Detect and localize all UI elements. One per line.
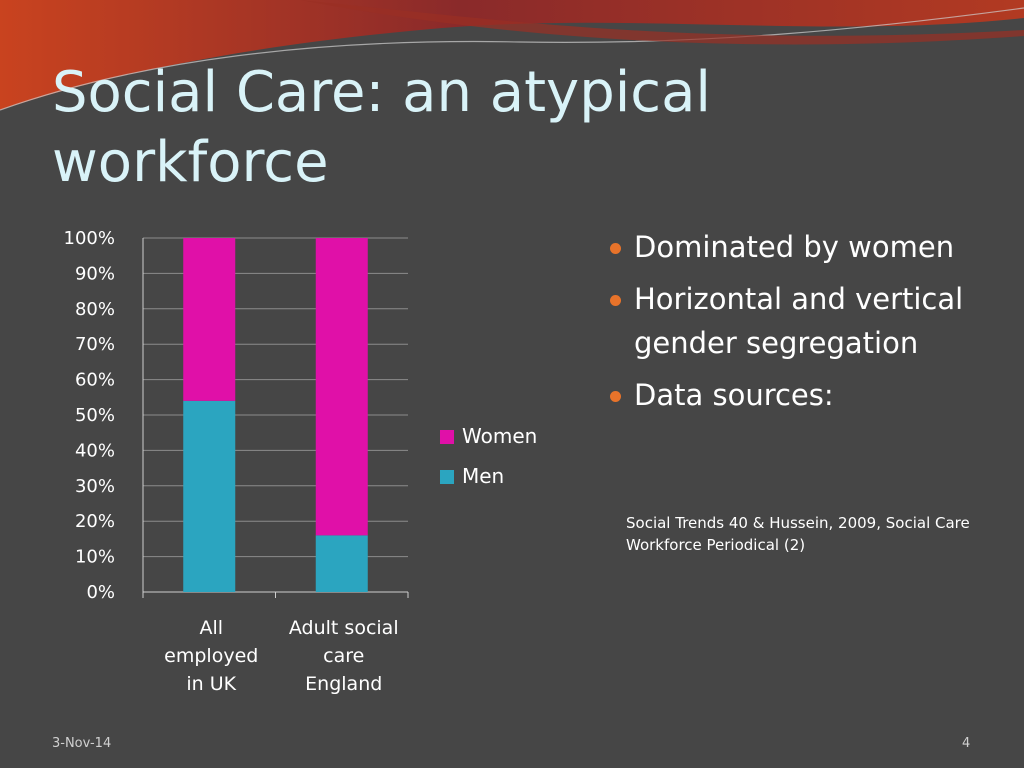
slide-title: Social Care: an atypical workforce bbox=[52, 58, 752, 198]
y-tick-label: 80% bbox=[75, 299, 115, 320]
x-category-label: All bbox=[199, 617, 223, 639]
legend-swatch-men bbox=[440, 470, 454, 484]
y-tick-label: 70% bbox=[75, 334, 115, 355]
bullet-item: Dominated by women bbox=[604, 225, 994, 269]
x-category-label: England bbox=[305, 673, 382, 695]
y-tick-label: 90% bbox=[75, 263, 115, 284]
footer-date: 3-Nov-14 bbox=[52, 736, 112, 751]
y-tick-label: 40% bbox=[75, 440, 115, 461]
legend-label-men: Men bbox=[462, 464, 504, 488]
y-tick-label: 60% bbox=[75, 370, 115, 391]
y-tick-label: 0% bbox=[86, 582, 115, 603]
bullet-item: Horizontal and vertical gender segregati… bbox=[604, 277, 994, 365]
y-tick-label: 20% bbox=[75, 511, 115, 532]
x-category-label: Adult social bbox=[289, 617, 399, 639]
x-category-label: employed bbox=[164, 645, 258, 667]
bar-segment-women bbox=[315, 238, 368, 536]
legend-label-women: Women bbox=[462, 424, 537, 448]
bullet-dot-icon bbox=[610, 391, 621, 402]
slide-title-line-2: workforce bbox=[52, 130, 329, 195]
legend-swatch-women bbox=[440, 430, 454, 444]
data-source-citation: Social Trends 40 & Hussein, 2009, Social… bbox=[626, 514, 970, 554]
bullet-list: Dominated by women Horizontal and vertic… bbox=[604, 225, 994, 425]
y-tick-label: 100% bbox=[64, 228, 115, 249]
bullet-text: Data sources: bbox=[634, 378, 834, 412]
header-swoosh-decoration bbox=[0, 0, 1024, 111]
x-category-label: in UK bbox=[186, 673, 236, 695]
bullet-dot-icon bbox=[610, 295, 621, 306]
y-tick-label: 10% bbox=[75, 547, 115, 568]
slide-title-line-1: Social Care: an atypical bbox=[52, 60, 711, 125]
y-tick-label: 30% bbox=[75, 476, 115, 497]
page-number: 4 bbox=[962, 736, 971, 751]
bullet-item: Data sources: bbox=[604, 373, 994, 417]
stacked-bar-chart: 0% 10% 20% 30% 40% 50% 60% 70% 80% 90% 100% All empl… bbox=[64, 228, 538, 695]
bullet-text: Dominated by women bbox=[634, 230, 955, 264]
bar-segment-men bbox=[183, 400, 236, 592]
bullet-dot-icon bbox=[610, 243, 621, 254]
y-tick-label: 50% bbox=[75, 405, 115, 426]
bullet-text: Horizontal and vertical gender segregati… bbox=[634, 282, 964, 360]
bar-segment-women bbox=[183, 238, 236, 401]
bar-segment-men bbox=[315, 535, 368, 592]
x-category-label: care bbox=[323, 645, 364, 667]
